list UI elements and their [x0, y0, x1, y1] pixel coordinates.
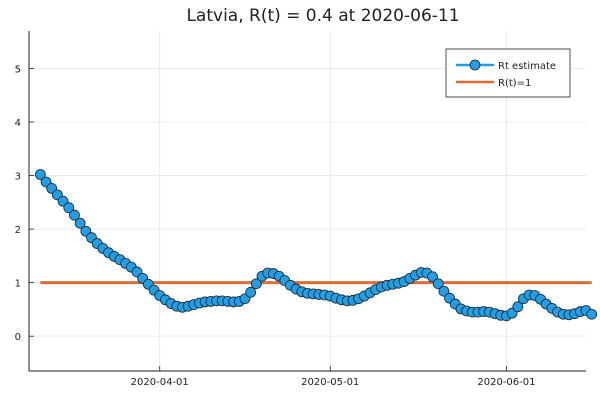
y-tick-label: 2	[15, 225, 21, 236]
x-tick-label: 2020-04-01	[131, 377, 189, 388]
axes	[28, 31, 586, 372]
legend-rt-marker	[469, 59, 481, 71]
rt-point	[245, 286, 257, 298]
y-tick-label: 3	[15, 172, 21, 183]
rt-point	[512, 301, 524, 313]
rt-point	[438, 285, 450, 297]
rt-point	[427, 271, 438, 283]
legend-ref-label: R(t)=1	[498, 78, 531, 89]
rt-point	[63, 202, 75, 214]
y-tick-label: 0	[15, 332, 21, 343]
y-axis-ticks: 0 1 2 3 4 5	[15, 64, 34, 343]
y-tick-label: 1	[15, 279, 21, 290]
rt-point	[586, 308, 598, 320]
legend-rt-label: Rt estimate	[498, 61, 556, 72]
chart-title: Latvia, R(t) = 0.4 at 2020-06-11	[186, 6, 459, 26]
x-axis-ticks: 2020-04-01 2020-05-01 2020-06-01	[131, 366, 535, 388]
rt-point	[74, 217, 86, 229]
y-tick-label: 4	[15, 118, 21, 129]
rt-point	[250, 278, 262, 290]
x-tick-label: 2020-06-01	[477, 377, 535, 388]
x-tick-label: 2020-05-01	[301, 377, 359, 388]
rt-estimate-series	[34, 169, 598, 322]
rt-point	[432, 278, 444, 290]
rt-point	[34, 169, 46, 180]
rt-point	[69, 209, 80, 221]
legend: Rt estimate R(t)=1	[445, 48, 571, 98]
y-tick-label: 5	[15, 64, 21, 75]
legend-box	[445, 48, 571, 98]
